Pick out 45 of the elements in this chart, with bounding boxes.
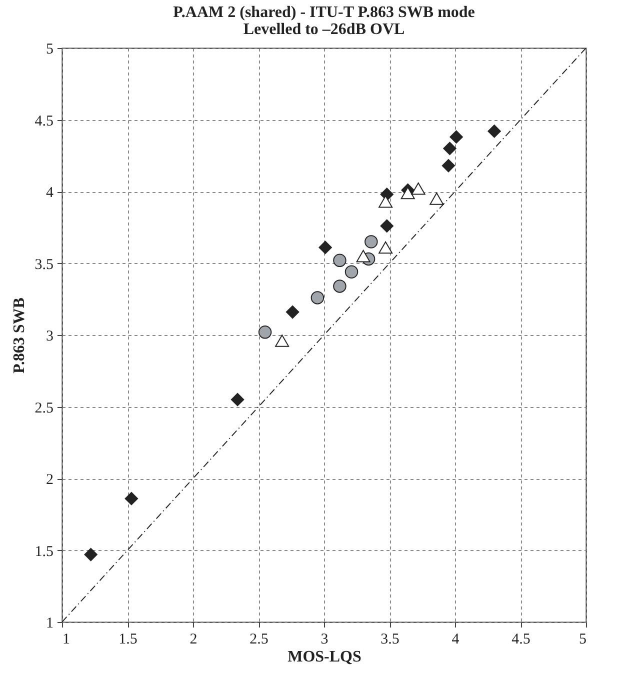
point <box>442 159 456 172</box>
x-tick-label: 2 <box>190 632 198 648</box>
chart-title: P.AAM 2 (shared) - ITU-T P.863 SWB mode <box>173 4 475 21</box>
point <box>310 291 324 304</box>
chart-subtitle: Levelled to –26dB OVL <box>243 21 405 38</box>
y-tick-label: 4 <box>46 185 54 201</box>
x-tick-label: 5 <box>579 632 586 648</box>
y-tick-label: 3.5 <box>34 256 54 273</box>
point <box>333 280 346 293</box>
x-tick-label: 4.5 <box>512 632 530 648</box>
x-axis-title: MOS-LQS <box>288 648 362 666</box>
point <box>378 241 393 254</box>
point <box>84 548 98 562</box>
y-tick-label: 2.5 <box>34 400 54 416</box>
point <box>286 305 300 319</box>
x-tick-label: 3.5 <box>380 632 400 648</box>
point <box>378 195 393 208</box>
x-tick-label: 1 <box>62 632 70 648</box>
x-tick-label: 2.5 <box>250 632 268 648</box>
point <box>333 254 346 267</box>
point <box>380 219 394 233</box>
x-tick-label: 1.5 <box>118 632 138 648</box>
point <box>230 392 244 406</box>
y-tick-label: 1.5 <box>34 544 54 560</box>
point <box>318 240 332 254</box>
y-tick-label: 3 <box>46 328 54 344</box>
point <box>430 192 444 205</box>
y-axis-title: P.863 SWB <box>10 297 28 374</box>
x-tick-label: 4 <box>452 632 460 648</box>
y-tick-label: 4.5 <box>34 113 54 130</box>
point <box>488 124 501 138</box>
point <box>124 492 138 506</box>
point <box>450 130 463 144</box>
point <box>258 326 272 339</box>
x-tick-label: 3 <box>320 632 328 648</box>
point <box>411 182 426 195</box>
y-tick-label: 1 <box>46 616 54 632</box>
point <box>364 235 378 248</box>
point <box>443 142 456 156</box>
y-tick-label: 5 <box>46 42 54 58</box>
y-tick-label: 2 <box>46 472 54 488</box>
point <box>356 250 370 262</box>
point <box>344 265 358 278</box>
point <box>275 334 290 347</box>
point <box>400 186 415 200</box>
